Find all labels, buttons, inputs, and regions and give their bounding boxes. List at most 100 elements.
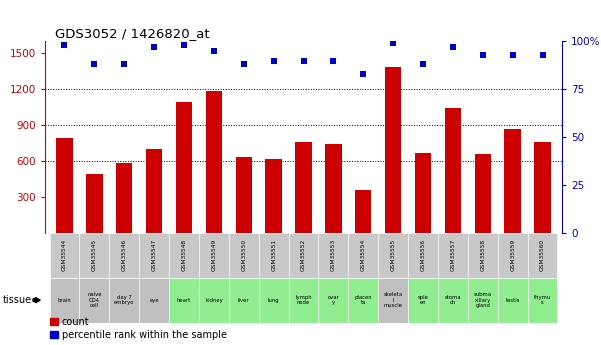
Point bbox=[209, 48, 219, 54]
Point bbox=[179, 42, 189, 48]
Bar bbox=[86, 174, 103, 233]
Bar bbox=[378, 233, 408, 278]
Bar bbox=[109, 233, 139, 278]
Text: ovar
y: ovar y bbox=[328, 295, 339, 305]
Bar bbox=[49, 278, 79, 323]
Point bbox=[90, 62, 99, 67]
Point bbox=[299, 58, 308, 63]
Text: GSM35554: GSM35554 bbox=[361, 239, 366, 272]
Text: lymph
node: lymph node bbox=[295, 295, 312, 305]
Bar bbox=[349, 278, 378, 323]
Bar bbox=[408, 278, 438, 323]
Text: GSM35552: GSM35552 bbox=[301, 239, 306, 272]
Point bbox=[59, 42, 69, 48]
Bar bbox=[378, 278, 408, 323]
Bar bbox=[415, 153, 432, 233]
Text: GSM35560: GSM35560 bbox=[540, 239, 545, 272]
Text: GSM35550: GSM35550 bbox=[241, 239, 246, 272]
Point bbox=[538, 52, 548, 58]
Bar bbox=[79, 278, 109, 323]
Bar bbox=[109, 278, 139, 323]
Text: placen
ta: placen ta bbox=[355, 295, 372, 305]
Bar bbox=[139, 278, 169, 323]
Text: sple
en: sple en bbox=[418, 295, 429, 305]
Point bbox=[478, 52, 487, 58]
Text: GSM35556: GSM35556 bbox=[421, 239, 426, 272]
Point bbox=[448, 45, 458, 50]
Point bbox=[239, 62, 249, 67]
Bar bbox=[169, 278, 199, 323]
Text: liver: liver bbox=[238, 298, 249, 303]
Bar bbox=[528, 233, 558, 278]
Text: GSM35557: GSM35557 bbox=[450, 239, 456, 272]
Text: GSM35548: GSM35548 bbox=[182, 239, 186, 272]
Text: subma
xillary
gland: subma xillary gland bbox=[474, 292, 492, 308]
Bar bbox=[504, 129, 521, 233]
Legend: count, percentile rank within the sample: count, percentile rank within the sample bbox=[50, 317, 227, 340]
Point bbox=[388, 41, 398, 46]
Text: GSM35544: GSM35544 bbox=[62, 239, 67, 272]
Bar bbox=[258, 278, 288, 323]
Point bbox=[329, 58, 338, 63]
Bar bbox=[468, 278, 498, 323]
Bar bbox=[498, 278, 528, 323]
Bar bbox=[175, 102, 192, 233]
Bar bbox=[349, 233, 378, 278]
Text: brain: brain bbox=[58, 298, 72, 303]
Bar bbox=[288, 278, 319, 323]
FancyArrow shape bbox=[33, 297, 40, 303]
Bar bbox=[199, 233, 229, 278]
Bar bbox=[229, 278, 258, 323]
Text: eye: eye bbox=[149, 298, 159, 303]
Bar bbox=[319, 233, 349, 278]
Point bbox=[418, 62, 428, 67]
Bar bbox=[475, 154, 491, 233]
Text: GSM35553: GSM35553 bbox=[331, 239, 336, 272]
Bar bbox=[385, 67, 401, 233]
Bar bbox=[438, 278, 468, 323]
Text: GSM35551: GSM35551 bbox=[271, 239, 276, 272]
Text: naive
CD4
cell: naive CD4 cell bbox=[87, 292, 102, 308]
Bar bbox=[408, 233, 438, 278]
Text: GDS3052 / 1426820_at: GDS3052 / 1426820_at bbox=[55, 27, 210, 40]
Bar bbox=[355, 190, 371, 233]
Text: kidney: kidney bbox=[205, 298, 223, 303]
Text: GSM35549: GSM35549 bbox=[212, 239, 216, 272]
Bar bbox=[79, 233, 109, 278]
Text: stoma
ch: stoma ch bbox=[445, 295, 461, 305]
Bar bbox=[146, 149, 162, 233]
Bar bbox=[206, 91, 222, 233]
Text: GSM35555: GSM35555 bbox=[391, 239, 395, 272]
Bar bbox=[325, 144, 341, 233]
Bar bbox=[199, 278, 229, 323]
Bar bbox=[169, 233, 199, 278]
Bar bbox=[288, 233, 319, 278]
Text: GSM35545: GSM35545 bbox=[92, 239, 97, 272]
Text: GSM35559: GSM35559 bbox=[510, 239, 515, 272]
Bar bbox=[498, 233, 528, 278]
Bar bbox=[49, 233, 79, 278]
Point bbox=[149, 45, 159, 50]
Bar bbox=[258, 233, 288, 278]
Bar bbox=[295, 142, 312, 233]
Bar bbox=[229, 233, 258, 278]
Text: tissue: tissue bbox=[3, 295, 32, 305]
Text: GSM35546: GSM35546 bbox=[122, 239, 127, 272]
Point bbox=[358, 71, 368, 77]
Text: GSM35547: GSM35547 bbox=[151, 239, 157, 272]
Bar bbox=[528, 278, 558, 323]
Text: lung: lung bbox=[268, 298, 279, 303]
Bar bbox=[139, 233, 169, 278]
Bar bbox=[438, 233, 468, 278]
Text: heart: heart bbox=[177, 298, 191, 303]
Bar bbox=[445, 108, 461, 233]
Bar bbox=[266, 159, 282, 233]
Point bbox=[120, 62, 129, 67]
Text: thymu
s: thymu s bbox=[534, 295, 551, 305]
Text: skeleta
l
muscle: skeleta l muscle bbox=[383, 292, 403, 308]
Bar bbox=[116, 164, 132, 233]
Point bbox=[269, 58, 278, 63]
Text: day 7
embryо: day 7 embryо bbox=[114, 295, 135, 305]
Text: testis: testis bbox=[505, 298, 520, 303]
Bar bbox=[534, 142, 551, 233]
